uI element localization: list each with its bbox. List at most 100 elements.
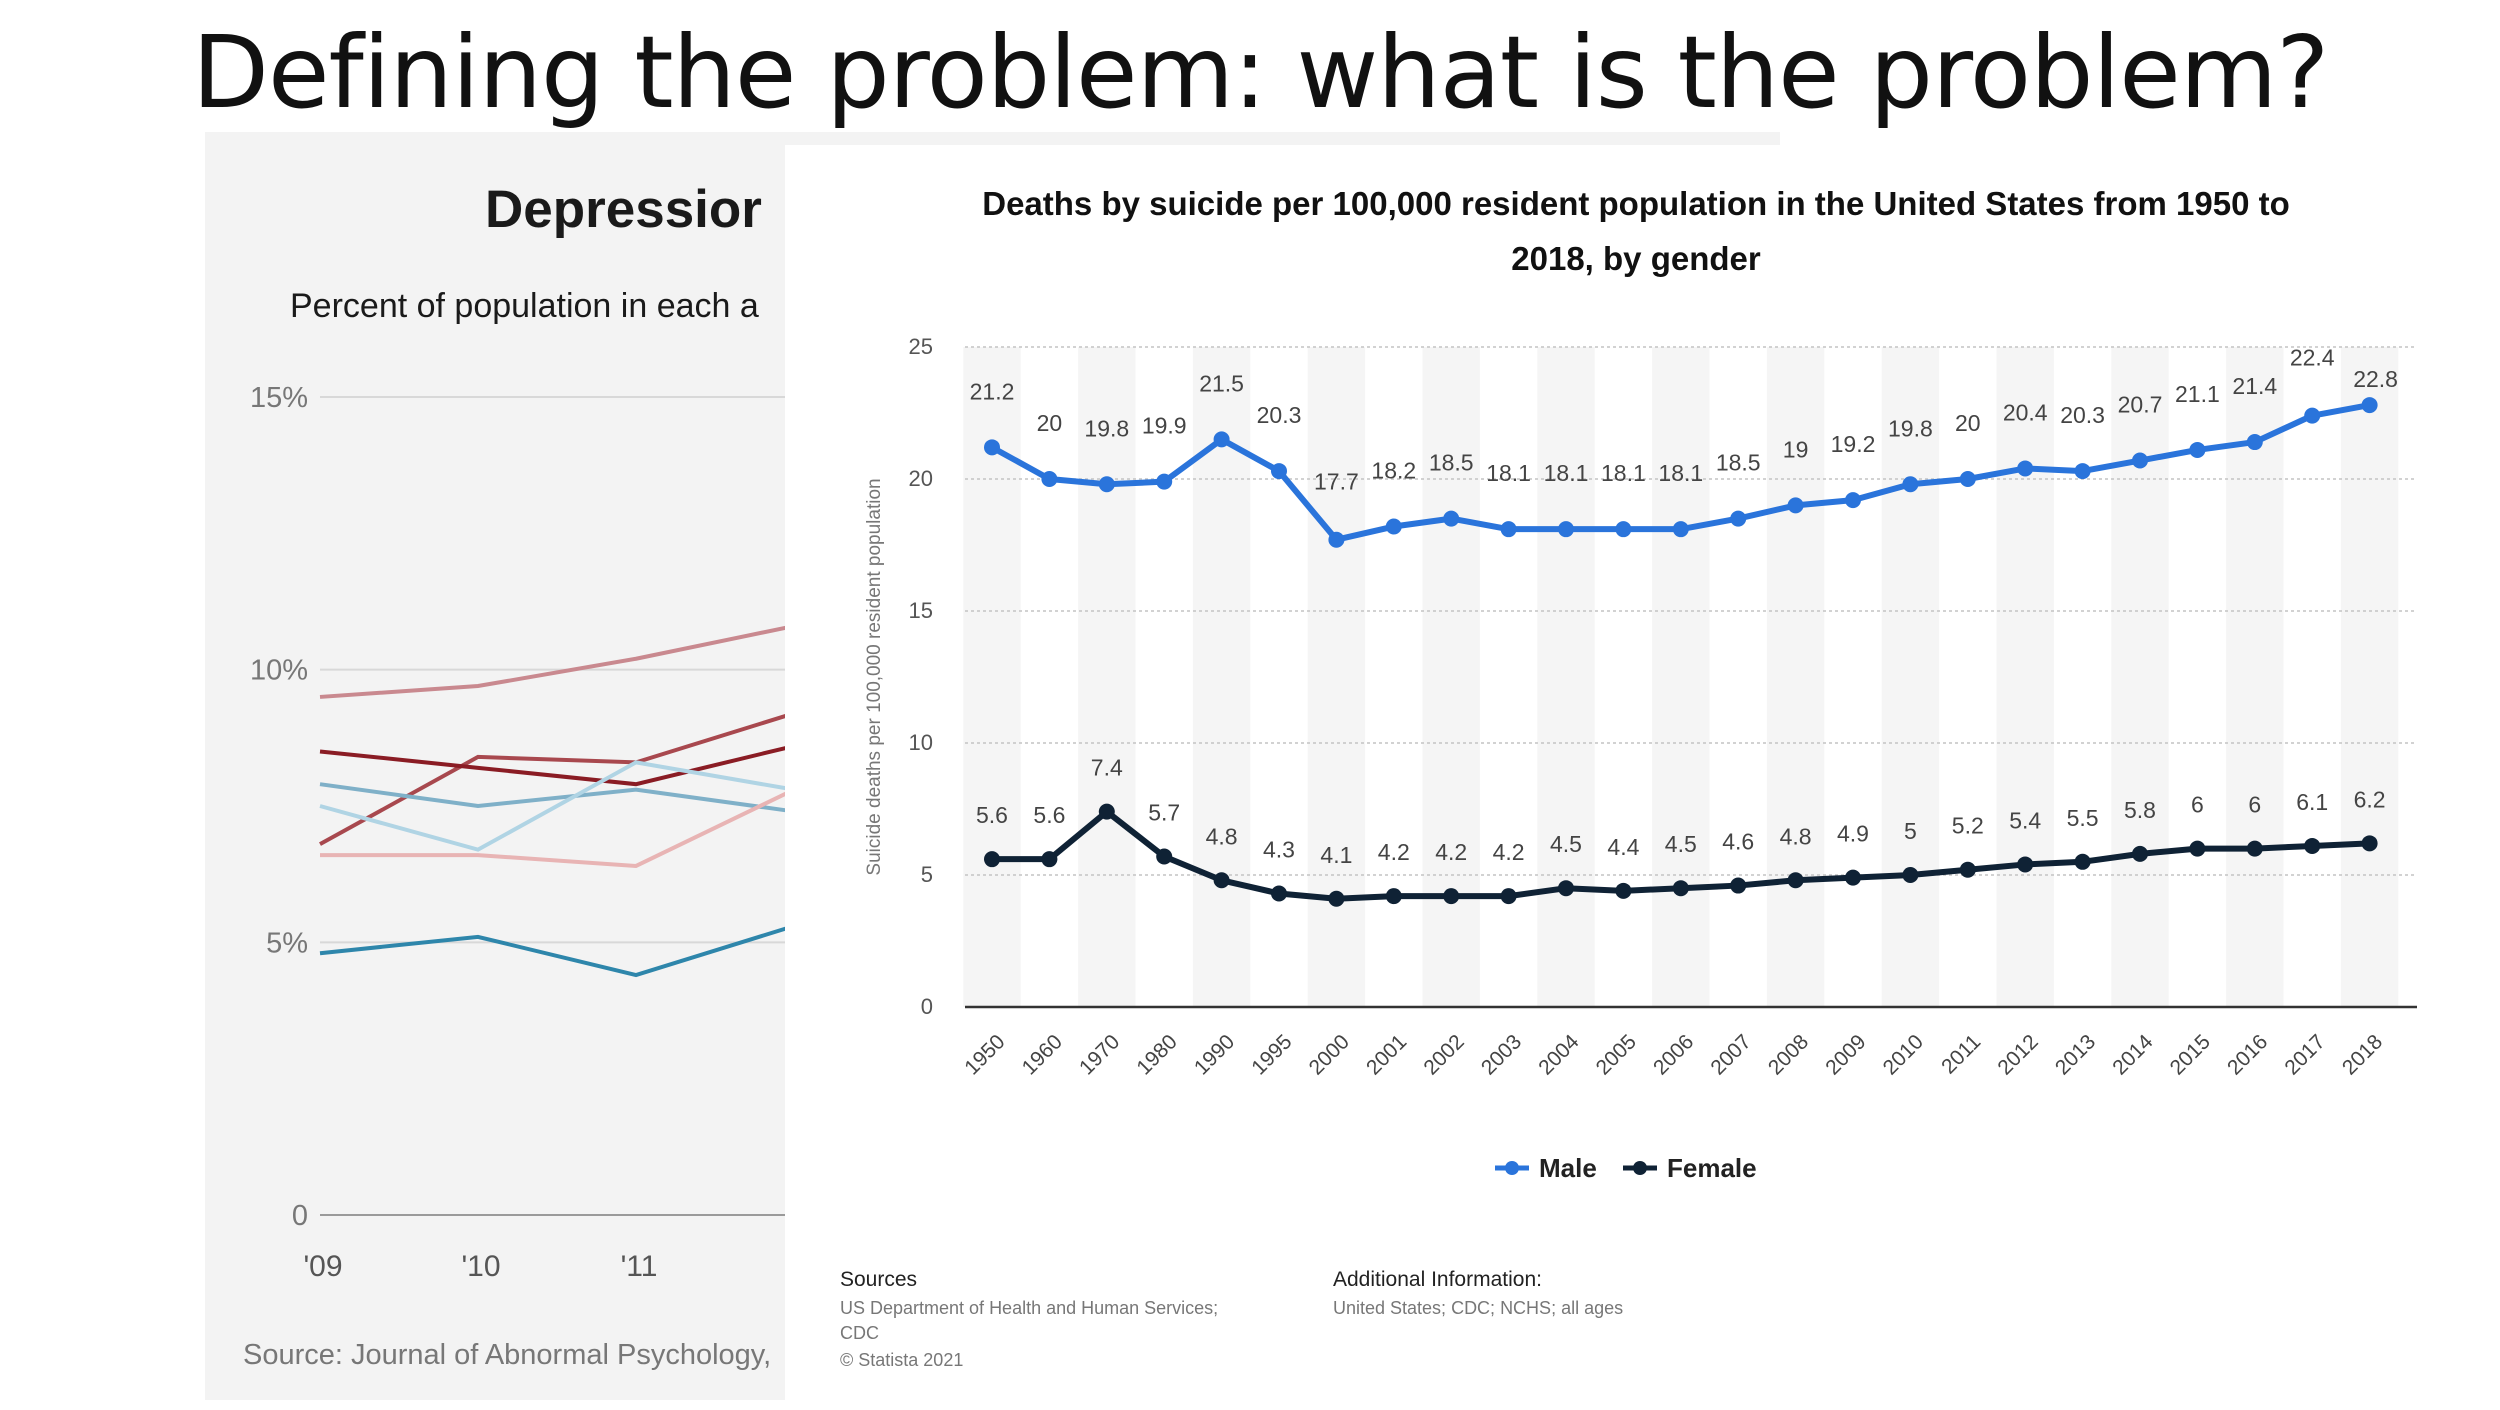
column-band: [2340, 347, 2399, 1007]
female-data-point: [1730, 877, 1747, 894]
y-tick-label: 15: [909, 598, 933, 623]
male-data-label: 20.3: [1257, 402, 1302, 428]
male-data-label: 18.1: [1601, 460, 1646, 486]
male-data-point: [1041, 471, 1058, 487]
left-y-tick-label: 10%: [250, 655, 308, 687]
x-tick-label: 1960: [1018, 1030, 1067, 1079]
x-tick-label: 2009: [1821, 1030, 1870, 1079]
left-series-line: [319, 744, 795, 787]
female-data-label: 5.2: [1952, 813, 1984, 839]
x-tick-label: 2013: [2051, 1030, 2100, 1079]
male-data-point: [1385, 518, 1402, 535]
sources-text: CDC: [840, 1323, 879, 1343]
chart-title-line: 2018, by gender: [1511, 240, 1761, 277]
male-data-label: 19.8: [1888, 415, 1933, 441]
female-data-point: [2304, 837, 2321, 854]
legend-label: Male: [1539, 1153, 1597, 1183]
suicide-chart-panel: Deaths by suicide per 100,000 resident p…: [785, 145, 2487, 1410]
left-series-line: [319, 711, 795, 846]
female-data-point: [1672, 880, 1689, 897]
legend-swatch-dot: [1633, 1161, 1647, 1175]
female-data-point: [2074, 853, 2091, 870]
x-tick-label: 1980: [1132, 1030, 1181, 1079]
left-y-tick-label: 0: [292, 1200, 308, 1232]
male-data-label: 18.1: [1544, 460, 1589, 486]
x-tick-label: 2017: [2280, 1030, 2329, 1079]
female-data-point: [2246, 840, 2263, 857]
column-band: [2226, 347, 2284, 1007]
y-axis-label: Suicide deaths per 100,000 resident popu…: [864, 478, 885, 875]
female-data-label: 4.2: [1435, 839, 1467, 865]
y-tick-label: 0: [921, 994, 933, 1019]
sources-text: US Department of Health and Human Servic…: [840, 1298, 1218, 1318]
male-data-label: 19.9: [1142, 413, 1187, 439]
male-data-label: 19.8: [1084, 415, 1129, 441]
x-tick-label: 1995: [1247, 1030, 1296, 1079]
column-band: [1078, 347, 1136, 1007]
x-tick-label: 2000: [1305, 1030, 1354, 1079]
female-data-point: [1500, 888, 1517, 905]
female-data-label: 5.4: [2009, 807, 2041, 833]
x-tick-label: 2018: [2338, 1030, 2387, 1079]
male-data-point: [2189, 441, 2206, 458]
column-band: [1881, 347, 1940, 1007]
male-data-label: 22.8: [2353, 366, 2398, 392]
male-data-point: [1443, 510, 1460, 527]
left-series-line: [319, 924, 795, 978]
female-data-point: [2017, 856, 2034, 873]
female-data-label: 6: [2191, 792, 2204, 818]
female-data-label: 4.2: [1493, 839, 1525, 865]
left-chart-title: Depressior: [485, 180, 762, 239]
female-data-label: 4.2: [1378, 839, 1410, 865]
legend-swatch-dot: [1505, 1161, 1519, 1175]
x-tick-label: 2007: [1706, 1030, 1755, 1079]
male-data-point: [1558, 521, 1574, 538]
male-data-label: 18.1: [1486, 460, 1531, 486]
male-data-label: 17.7: [1314, 469, 1359, 495]
male-data-point: [984, 439, 1000, 456]
left-x-tick-label: '10: [461, 1250, 500, 1283]
female-data-label: 5.7: [1148, 800, 1180, 826]
x-tick-label: 2003: [1477, 1030, 1526, 1079]
female-data-label: 4.4: [1607, 834, 1639, 860]
male-data-point: [1098, 476, 1115, 493]
additional-info-text: United States; CDC; NCHS; all ages: [1333, 1298, 1623, 1318]
male-data-point: [1156, 473, 1173, 490]
male-data-point: [1500, 521, 1517, 538]
y-tick-label: 20: [909, 466, 933, 491]
x-tick-label: 2008: [1764, 1030, 1813, 1079]
left-chart-source: Source: Journal of Abnormal Psychology,: [243, 1339, 771, 1371]
male-data-label: 18.5: [1716, 450, 1761, 476]
y-tick-label: 10: [909, 730, 933, 755]
male-data-label: 19: [1783, 436, 1809, 462]
male-data-label: 20.4: [2003, 399, 2048, 425]
female-data-point: [1443, 888, 1460, 905]
male-data-point: [2361, 397, 2378, 414]
column-band: [1996, 347, 2054, 1007]
female-data-label: 4.5: [1550, 831, 1582, 857]
male-data-point: [1959, 471, 1976, 487]
x-tick-label: 2001: [1362, 1030, 1411, 1079]
female-data-label: 5: [1904, 818, 1917, 844]
left-y-tick-label: 5%: [266, 927, 308, 959]
x-tick-label: 2006: [1649, 1030, 1698, 1079]
chart-title-line: Deaths by suicide per 100,000 resident p…: [982, 185, 2290, 222]
x-tick-label: 1950: [960, 1030, 1009, 1079]
male-data-point: [2246, 434, 2263, 451]
male-data-label: 18.5: [1429, 450, 1474, 476]
additional-info-heading: Additional Information:: [1333, 1268, 1542, 1291]
female-data-point: [1041, 851, 1058, 868]
male-data-label: 22.4: [2290, 345, 2335, 371]
male-data-point: [1615, 521, 1632, 538]
male-data-point: [2304, 407, 2321, 424]
x-tick-label: 1970: [1075, 1030, 1124, 1079]
female-data-label: 6: [2248, 792, 2261, 818]
x-tick-label: 2005: [1592, 1030, 1641, 1079]
female-data-point: [2361, 835, 2378, 852]
female-data-point: [1787, 872, 1804, 889]
column-band: [1652, 347, 1710, 1007]
male-data-label: 18.1: [1658, 460, 1703, 486]
female-data-label: 5.5: [2067, 805, 2099, 831]
female-data-point: [2189, 840, 2206, 857]
male-data-point: [1730, 510, 1747, 527]
